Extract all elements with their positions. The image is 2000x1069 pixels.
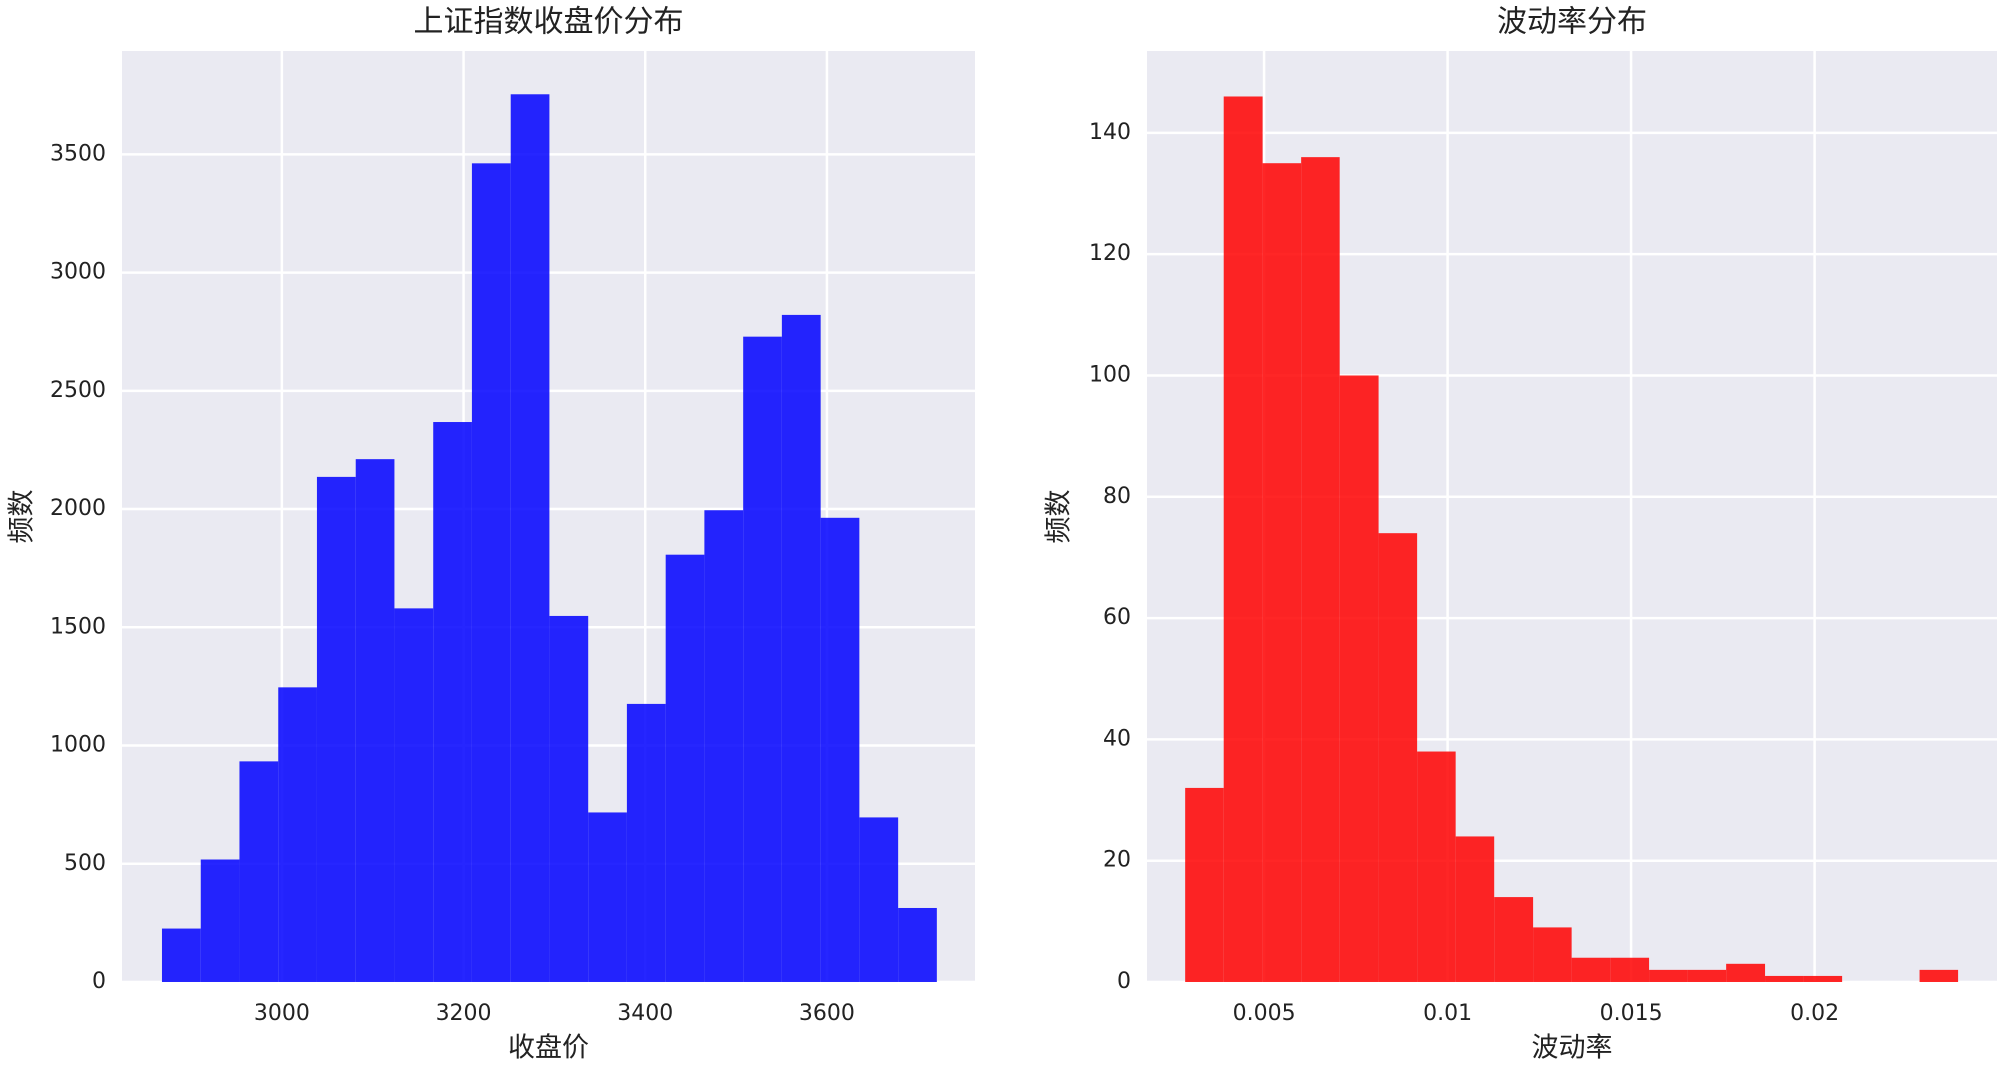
y-tick-label: 1000 [50,733,106,758]
bar [1494,897,1534,982]
bar [1571,957,1611,982]
x-tick-label: 3200 [436,1001,492,1026]
bar [471,163,511,982]
bar [1610,957,1650,982]
x-tick-label: 3400 [617,1001,673,1026]
bar [355,459,395,983]
y-tick-label: 80 [1103,484,1131,509]
bar [898,907,937,982]
y-tick-label: 140 [1089,120,1131,145]
x-axis-label: 波动率 [1532,1033,1613,1064]
bar [1649,969,1688,982]
bar [433,422,472,982]
bar [743,336,782,983]
bar [1262,163,1302,983]
x-tick-label: 3000 [254,1001,310,1026]
bar [1687,969,1727,982]
bar [394,608,434,982]
y-axis-label: 频数 [7,490,38,544]
bar [316,476,356,982]
bar [239,761,279,982]
y-tick-label: 500 [64,851,106,876]
y-tick-label: 20 [1103,848,1131,873]
bar [1726,963,1766,982]
y-tick-label: 120 [1089,241,1131,266]
bar [1455,836,1495,982]
y-tick-label: 2500 [50,378,106,403]
bar [1185,787,1224,982]
y-tick-label: 1500 [50,614,106,639]
bar [1301,157,1340,982]
y-tick-label: 100 [1089,362,1131,387]
x-axis-label: 收盘价 [508,1033,589,1064]
bar [781,314,821,982]
bar [1223,96,1263,983]
y-tick-label: 0 [92,969,106,994]
bar [704,510,744,982]
bar [1533,927,1572,982]
y-tick-label: 40 [1103,726,1131,751]
bar [161,928,201,982]
y-tick-label: 2000 [50,496,106,521]
y-tick-label: 3000 [50,260,106,285]
x-tick-label: 0.015 [1600,1001,1663,1026]
x-tick-label: 3600 [799,1001,855,1026]
bar [510,94,550,982]
bar [1417,751,1456,982]
bar [1803,975,1843,982]
bar [1378,533,1418,982]
x-tick-label: 0.01 [1423,1001,1472,1026]
chart-title: 上证指数收盘价分布 [414,5,684,40]
bar [820,517,860,982]
bar [200,859,240,982]
bar [1919,969,1959,982]
x-tick-label: 0.005 [1233,1001,1296,1026]
bar [1765,975,1804,982]
bar [859,817,899,982]
bar [278,687,317,982]
y-tick-label: 0 [1117,969,1131,994]
bar [1339,375,1379,982]
chart-title: 波动率分布 [1497,5,1647,40]
y-axis-label: 频数 [1044,490,1075,544]
bar [665,554,705,982]
bar [626,703,666,982]
bar [549,615,589,982]
y-tick-label: 60 [1103,605,1131,630]
bar [588,812,627,982]
x-tick-label: 0.02 [1790,1001,1839,1026]
y-tick-label: 3500 [50,141,106,166]
